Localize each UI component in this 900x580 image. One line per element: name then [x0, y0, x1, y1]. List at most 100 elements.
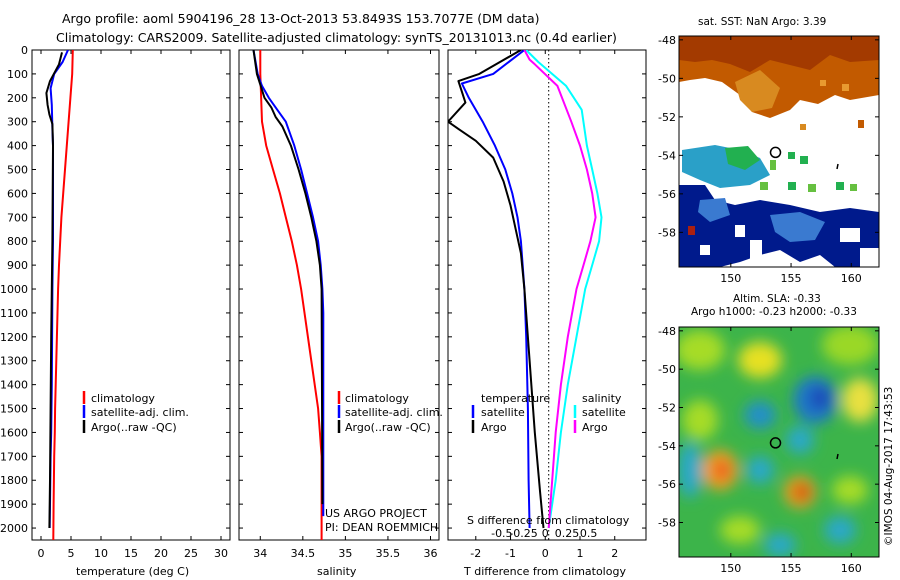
difference-x-axis: -2 -1 0 1 2 -0.5-0.25 0 0.25 0.5	[470, 50, 618, 560]
sla-map-subtitle: Argo h1000: -0.23 h2000: -0.33	[691, 306, 857, 318]
x-tick-label: 2	[611, 547, 618, 560]
salinity-profiles	[252, 50, 325, 540]
sst-missing	[735, 225, 745, 237]
sla-feature	[738, 342, 782, 378]
x-tick-label: 15	[124, 547, 138, 560]
map-y-tick-label: -58	[658, 226, 676, 239]
sla-feature	[824, 516, 856, 544]
sla-feature	[679, 330, 725, 370]
x-tick-label: 0	[38, 547, 45, 560]
legend-label-s-argo: Argo	[582, 421, 608, 434]
legend-label-s-satellite: satellite	[582, 406, 626, 419]
x-tick-label: 1	[577, 547, 584, 560]
depth-tick-label: 700	[7, 211, 28, 224]
legend-title-temperature: temperature	[481, 392, 550, 405]
series-line-climatology	[52, 50, 74, 540]
legend-label-climatology: climatology	[91, 392, 155, 405]
depth-axis: 0 100 200 300 400 500 600 700 800 900 1000 1100 1200…	[0, 44, 646, 535]
sst-missing	[700, 245, 710, 255]
top-x-tick-label: 0	[542, 527, 549, 540]
sla-feature	[746, 456, 774, 484]
x-tick-label: 30	[214, 547, 228, 560]
x-tick-label: 10	[94, 547, 108, 560]
x-tick-label: 0	[542, 547, 549, 560]
float-track-mark	[836, 163, 839, 170]
x-tick-label: 35.5	[376, 547, 401, 560]
x-tick-label: 35	[338, 547, 352, 560]
x-tick-label: -1	[505, 547, 516, 560]
map-y-tick-label: -48	[658, 325, 676, 338]
project-credit-line1: US ARGO PROJECT	[325, 507, 427, 520]
top-x-tick-label: 0.5	[580, 527, 598, 540]
temperature-profiles	[45, 50, 74, 540]
sla-feature	[842, 378, 878, 422]
difference-legend: temperature satellite Argo salinity sate…	[471, 392, 626, 434]
legend-title-salinity: salinity	[582, 392, 622, 405]
legend-label-satellite: satellite-adj. clim.	[91, 406, 189, 419]
argo-position-marker	[769, 146, 782, 159]
map-x-tick-label: 150	[720, 272, 741, 285]
project-credit-line2: PI: DEAN ROEMMICH	[325, 521, 438, 534]
sst-blue-region	[770, 212, 825, 242]
sla-feature	[714, 460, 730, 480]
depth-tick-label: 1200	[0, 331, 28, 344]
depth-tick-label: 1800	[0, 474, 28, 487]
x-tick-label: 5	[68, 547, 75, 560]
sst-cold-patch	[725, 146, 760, 170]
legend-label-argo: Argo(..raw -QC)	[345, 421, 431, 434]
depth-tick-label: 300	[7, 116, 28, 129]
temperature-plot-frame	[31, 49, 231, 541]
sst-pixel	[836, 182, 844, 190]
salinity-legend: climatology satellite-adj. clim. Argo(..…	[337, 391, 443, 434]
map-y-tick-label: -54	[658, 149, 676, 162]
depth-tick-label: 100	[7, 68, 28, 81]
map-x-tick-label: 155	[781, 272, 802, 285]
map-x-tick-label: 160	[841, 272, 862, 285]
depth-tick-label: 200	[7, 92, 28, 105]
x-tick-label: 34.5	[291, 547, 316, 560]
salinity-xlabel: salinity	[317, 565, 357, 578]
map-y-tick-label: -56	[658, 478, 676, 491]
sst-pixel	[800, 156, 808, 164]
series-line-argo	[523, 50, 597, 529]
map-y-tick-label: -58	[658, 517, 676, 530]
series-line-satellite-adj-clim-	[252, 50, 325, 517]
sla-feature	[810, 386, 830, 410]
depth-tick-label: 1700	[0, 450, 28, 463]
series-line-argo	[448, 50, 545, 529]
sla-feature	[822, 327, 878, 365]
temperature-x-axis: 0 5 10 15 20 25 30	[38, 50, 228, 560]
sla-feature	[794, 484, 810, 500]
sst-missing	[840, 228, 860, 242]
sst-pixel	[820, 80, 826, 86]
sst-missing	[750, 240, 762, 267]
sla-map-axes: 150 155 160 -48 -50 -52 -54 -56 -58	[658, 325, 879, 575]
depth-tick-label: 1300	[0, 355, 28, 368]
temperature-legend: climatology satellite-adj. clim. Argo(..…	[82, 391, 189, 434]
sst-mid-band	[735, 70, 780, 112]
sst-pixel	[760, 182, 768, 190]
difference-plot-frame	[447, 49, 647, 541]
map-y-tick-label: -56	[658, 188, 676, 201]
temperature-xlabel: temperature (deg C)	[76, 565, 189, 578]
salinity-plot-frame	[238, 49, 440, 541]
depth-tick-label: 800	[7, 235, 28, 248]
figure-title-line1: Argo profile: aoml 5904196_28 13-Oct-201…	[62, 11, 540, 26]
sla-feature	[679, 442, 702, 498]
x-tick-label: 25	[184, 547, 198, 560]
map-y-tick-label: -50	[658, 363, 676, 376]
sla-feature	[764, 533, 796, 557]
map-x-tick-label: 150	[720, 562, 741, 575]
depth-tick-label: 0	[21, 44, 28, 57]
legend-label-t-satellite: satellite	[481, 406, 525, 419]
sst-pixel	[788, 182, 796, 190]
sst-map-frame	[678, 35, 880, 268]
sst-pixel	[688, 226, 695, 235]
legend-label-satellite: satellite-adj. clim.	[345, 406, 443, 419]
top-x-tick-label: 0.25	[555, 527, 580, 540]
sla-feature	[786, 426, 814, 454]
sst-map	[678, 35, 880, 268]
difference-xlabel-bottom: T difference from climatology	[463, 565, 626, 578]
sla-feature	[720, 516, 760, 544]
depth-tick-label: 600	[7, 187, 28, 200]
